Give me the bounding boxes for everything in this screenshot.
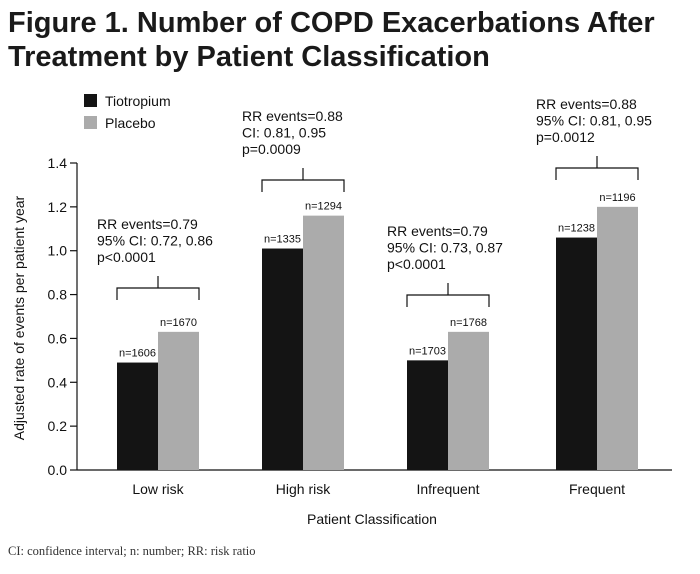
y-axis: 0.0 0.2 0.4 0.6 0.8 1.0 1.2 1.4 xyxy=(48,155,78,478)
rr-annotation-text: RR events=0.79 xyxy=(97,216,198,232)
bracket xyxy=(406,294,490,307)
y-tick-label: 0.0 xyxy=(48,462,68,478)
chart-title-line-2: Treatment by Patient Classification xyxy=(8,41,490,73)
y-tick-label: 1.4 xyxy=(48,155,68,171)
bar-n-label: n=1196 xyxy=(599,192,635,204)
y-tick-label: 1.2 xyxy=(48,199,68,215)
y-tick-label: 0.2 xyxy=(48,418,68,434)
bar-placebo xyxy=(597,206,638,470)
rr-annotation-text: 95% CI: 0.73, 0.87 xyxy=(387,240,503,256)
y-tick-label: 0.8 xyxy=(48,287,68,303)
chart-title-line-1: Figure 1. Number of COPD Exacerbations A… xyxy=(8,7,655,39)
rr-annotation-text: RR events=0.88 xyxy=(242,108,343,124)
bar-chart: Tiotropium Placebo 0.0 0.2 0.4 0.6 0.8 1.0 1.2 1… xyxy=(11,93,672,527)
bracket xyxy=(116,287,200,300)
x-tick-label: High risk xyxy=(276,481,331,497)
y-tick-label: 0.4 xyxy=(48,374,68,390)
y-tick-label: 0.6 xyxy=(48,330,68,346)
legend: Tiotropium Placebo xyxy=(84,93,171,131)
rr-annotation-text: RR events=0.79 xyxy=(387,223,488,239)
legend-label: Placebo xyxy=(105,115,156,131)
chart-title: Figure 1. Number of COPD Exacerbations A… xyxy=(8,6,698,74)
bar-n-label: n=1606 xyxy=(119,348,156,360)
bracket xyxy=(261,179,345,192)
bar-tiotropium xyxy=(407,360,448,470)
rr-annotation-text: p=0.0012 xyxy=(536,129,595,145)
rr-annotation-text: 95% CI: 0.81, 0.95 xyxy=(536,113,652,129)
bar-tiotropium xyxy=(556,237,597,470)
bar-n-label: n=1335 xyxy=(264,234,301,246)
bar-n-label: n=1238 xyxy=(558,223,595,235)
bar-placebo xyxy=(448,331,489,470)
legend-label: Tiotropium xyxy=(105,93,171,109)
legend-swatch-placebo xyxy=(84,116,97,129)
rr-annotation-text: p=0.0009 xyxy=(242,141,301,157)
bar-n-label: n=1670 xyxy=(160,317,197,329)
x-tick-label: Frequent xyxy=(569,481,625,497)
bracket xyxy=(555,167,639,180)
bar-n-label: n=1294 xyxy=(305,201,342,213)
x-axis: Low risk High risk Infrequent Frequent xyxy=(77,469,672,497)
rr-annotation-text: RR events=0.88 xyxy=(536,96,637,112)
bar-n-label: n=1768 xyxy=(450,317,487,329)
bar-placebo xyxy=(158,331,199,470)
rr-annotation-text: p<0.0001 xyxy=(387,256,446,272)
footnote: CI: confidence interval; n: number; RR: … xyxy=(8,544,256,558)
rr-annotation-text: p<0.0001 xyxy=(97,249,156,265)
bar-placebo xyxy=(303,215,344,470)
rr-annotation-text: CI: 0.81, 0.95 xyxy=(242,125,326,141)
bar-tiotropium xyxy=(262,248,303,470)
x-axis-label: Patient Classification xyxy=(307,511,437,527)
bars: n=1606 n=1335 n=1703 n=1238 n=1670 n=1294 n=17… xyxy=(117,192,638,470)
rr-annotation-text: 95% CI: 0.72, 0.86 xyxy=(97,233,213,249)
bar-n-label: n=1703 xyxy=(409,345,446,357)
y-axis-label: Adjusted rate of events per patient year xyxy=(11,195,27,440)
x-tick-label: Infrequent xyxy=(416,481,479,497)
y-tick-label: 1.0 xyxy=(48,243,68,259)
bar-tiotropium xyxy=(117,362,158,470)
x-tick-label: Low risk xyxy=(132,481,184,497)
legend-swatch-tiotropium xyxy=(84,94,97,107)
